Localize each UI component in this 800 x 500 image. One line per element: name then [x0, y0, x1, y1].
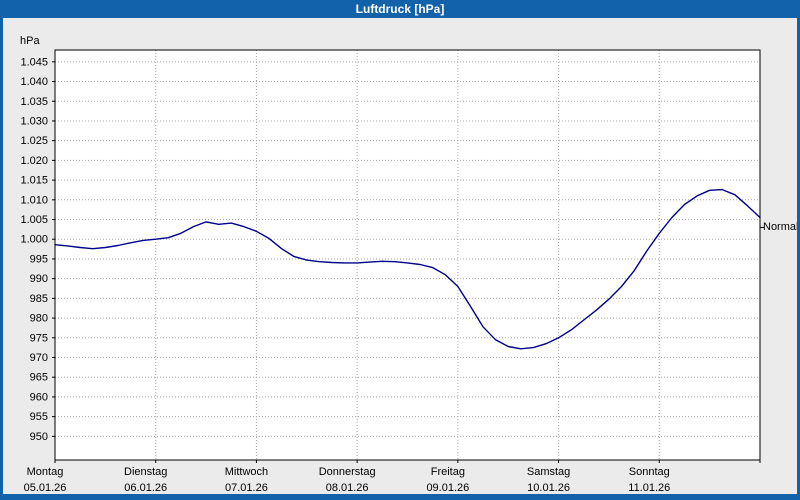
x-date-label: 11.01.26	[628, 482, 670, 494]
y-tick-label: 955	[30, 411, 48, 423]
x-date-label: 09.01.26	[426, 482, 469, 494]
y-tick-label: 970	[30, 352, 48, 364]
y-tick-label: 1.040	[20, 76, 48, 88]
x-date-label: 06.01.26	[124, 482, 167, 494]
y-tick-label: 1.025	[20, 135, 48, 147]
y-tick-label: 1.020	[20, 155, 48, 167]
pressure-line	[54, 188, 761, 350]
window-titlebar[interactable]: Luftdruck [hPa]	[0, 0, 800, 18]
y-tick-label: 990	[30, 273, 48, 285]
x-day-label: Samstag	[527, 466, 570, 478]
window-frame-bottom	[0, 494, 800, 500]
y-tick-label: 1.000	[20, 234, 48, 246]
y-tick-label: 1.030	[20, 115, 48, 127]
x-day-label: Sonntag	[629, 466, 670, 478]
window-frame-right	[797, 18, 800, 500]
x-date-label: 05.01.26	[24, 482, 67, 494]
x-date-label: 08.01.26	[326, 482, 369, 494]
x-day-label: Montag	[27, 466, 64, 478]
x-date-label: 07.01.26	[225, 482, 268, 494]
y-tick-label: 1.010	[20, 194, 48, 206]
window-frame-left	[0, 18, 3, 500]
y-tick-label: 965	[30, 372, 48, 384]
y-tick-label: 980	[30, 313, 48, 325]
normal-marker-label: Normal	[763, 221, 799, 233]
y-tick-label: 1.045	[20, 56, 48, 68]
y-axis-unit-label: hPa	[20, 35, 40, 47]
y-tick-label: 1.015	[20, 175, 48, 187]
x-day-label: Mittwoch	[225, 466, 268, 478]
y-tick-label: 1.005	[20, 214, 48, 226]
plot-border	[54, 49, 761, 461]
y-tick-label: 960	[30, 391, 48, 403]
window-title: Luftdruck [hPa]	[355, 2, 445, 16]
x-day-label: Freitag	[431, 466, 465, 478]
x-date-label: 10.01.26	[527, 482, 570, 494]
y-tick-label: 995	[30, 253, 48, 265]
y-tick-label: 950	[30, 431, 48, 443]
x-day-label: Dienstag	[124, 466, 167, 478]
x-day-label: Donnerstag	[319, 466, 376, 478]
plot-area	[55, 50, 760, 460]
y-tick-label: 975	[30, 332, 48, 344]
y-tick-label: 1.035	[20, 96, 48, 108]
y-tick-label: 985	[30, 293, 48, 305]
